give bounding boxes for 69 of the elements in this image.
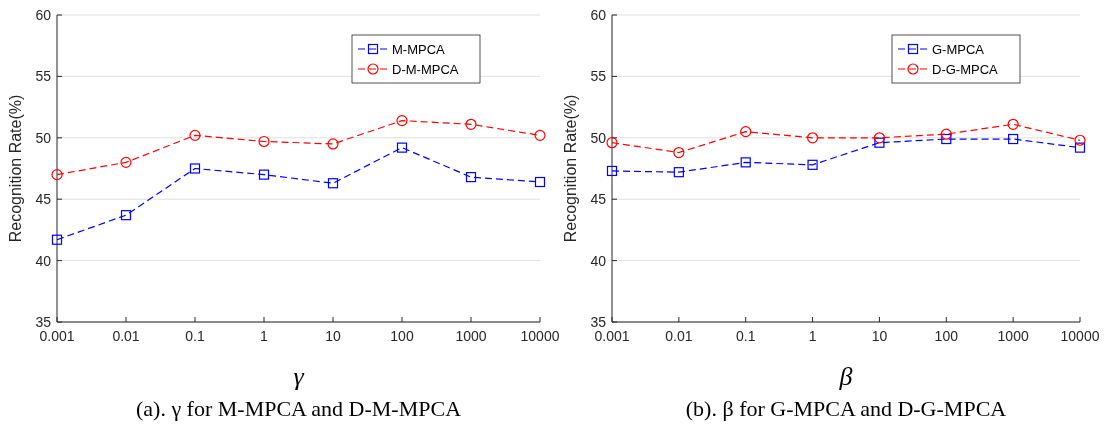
point [673,146,685,159]
point [189,129,201,141]
legend-label: D-M-MPCA [392,61,459,77]
x-tick-label: 10000 [520,328,560,344]
legend-label: M-MPCA [392,41,446,57]
point [740,157,751,168]
x-tick-label: 1000 [997,328,1029,344]
x-tick-label: 0.001 [594,328,630,344]
point [1008,133,1019,145]
x-axis-title: γ [293,362,305,391]
text: (b). β for G-MPCA and D-G-MPCA [685,396,1007,421]
x-tick-label: 0.1 [185,328,205,344]
x-tick-label: 100 [934,328,959,344]
x-tick-label: 0.01 [112,328,140,344]
point [534,129,546,141]
y-tick-label: 45 [35,191,52,208]
y-tick-label: 50 [590,129,607,146]
point [258,169,270,180]
point [258,135,270,148]
x-tick-label: 0.1 [735,328,756,344]
point [673,167,684,178]
point [873,132,886,144]
point [51,169,63,181]
y-tick-label: 60 [35,6,52,23]
y-axis-title: Recognition Rate(%) [7,94,24,243]
x-tick-label: 10000 [1060,328,1100,344]
text: (a). γ for M-MPCA and D-M-MPCA [135,396,462,421]
x-tick-label: 10 [325,328,341,344]
x-tick-label: 1000 [455,328,487,344]
y-tick-label: 35 [590,313,607,330]
point [327,178,339,189]
point [807,159,818,170]
x-tick-label: 1 [808,328,817,344]
y-tick-label: 40 [35,252,52,269]
point [874,137,885,148]
legend-label: G-MPCA [932,41,985,57]
point [940,128,952,140]
point [120,156,132,168]
point [327,138,339,150]
y-tick-label: 50 [35,129,52,146]
point [189,163,201,174]
y-axis-title: Recognition Rate(%) [562,94,579,243]
legend-label: D-G-MPCA [932,61,999,77]
y-tick-label: 55 [35,68,52,85]
y-tick-label: 40 [590,252,607,269]
y-tick-label: 35 [35,313,52,330]
point [120,210,132,221]
x-tick-label: 0.01 [665,328,693,344]
point [1074,142,1086,153]
point [534,176,546,188]
x-tick-label: 1 [260,328,269,344]
point [740,126,752,138]
point [806,132,819,144]
point [396,142,408,153]
point [465,172,477,183]
point [1074,134,1086,146]
x-tick-label: 0.001 [39,328,75,344]
y-tick-label: 45 [590,191,607,208]
point [465,118,477,130]
y-tick-label: 55 [590,68,607,85]
y-tick-label: 60 [590,6,607,23]
point [606,165,618,177]
x-axis-title: β [838,362,853,391]
point [396,115,408,127]
point [51,234,63,245]
x-tick-label: 10 [871,328,888,344]
point [606,137,618,149]
point [1007,118,1019,130]
x-tick-label: 100 [390,328,414,344]
